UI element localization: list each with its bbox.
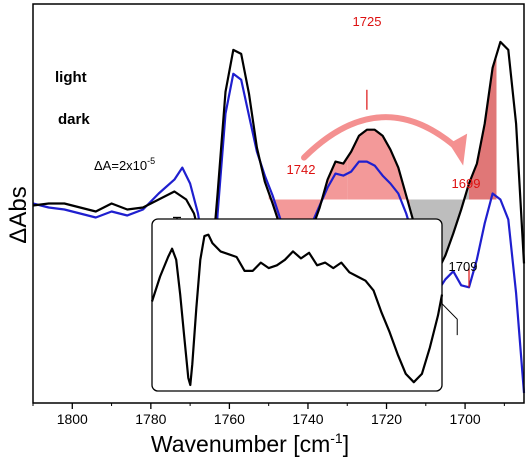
- series-label-light: light: [55, 69, 87, 86]
- annotation-1725: 1725: [353, 14, 382, 29]
- inset-line: [150, 233, 444, 387]
- x-tick-label-1760: 1760: [214, 411, 245, 427]
- annotation-1709: 1709: [449, 259, 478, 274]
- inset-box: [151, 218, 443, 392]
- x-tick-label-1800: 1800: [57, 411, 88, 427]
- annotation-1699: 1699: [452, 176, 481, 191]
- plot-frame: [32, 3, 525, 404]
- y-axis-label: ΔAbs: [5, 186, 32, 243]
- x-tick-label-1740: 1740: [292, 411, 323, 427]
- plot-area: 1800 1780 1760 1740 1720 1700: [32, 3, 526, 427]
- x-axis-label: Wavenumber [cm-1]: [151, 430, 349, 457]
- shift-arrow: [301, 114, 465, 161]
- x-tick-label-1720: 1720: [371, 411, 402, 427]
- series-label-dark: dark: [58, 111, 90, 128]
- scale-bar-label: ΔA=2x10-5: [94, 156, 155, 173]
- x-tick-label-1700: 1700: [450, 411, 481, 427]
- x-tick-label-1780: 1780: [135, 411, 166, 427]
- shift-arrowhead: [449, 133, 468, 166]
- annotation-1742: 1742: [287, 162, 316, 177]
